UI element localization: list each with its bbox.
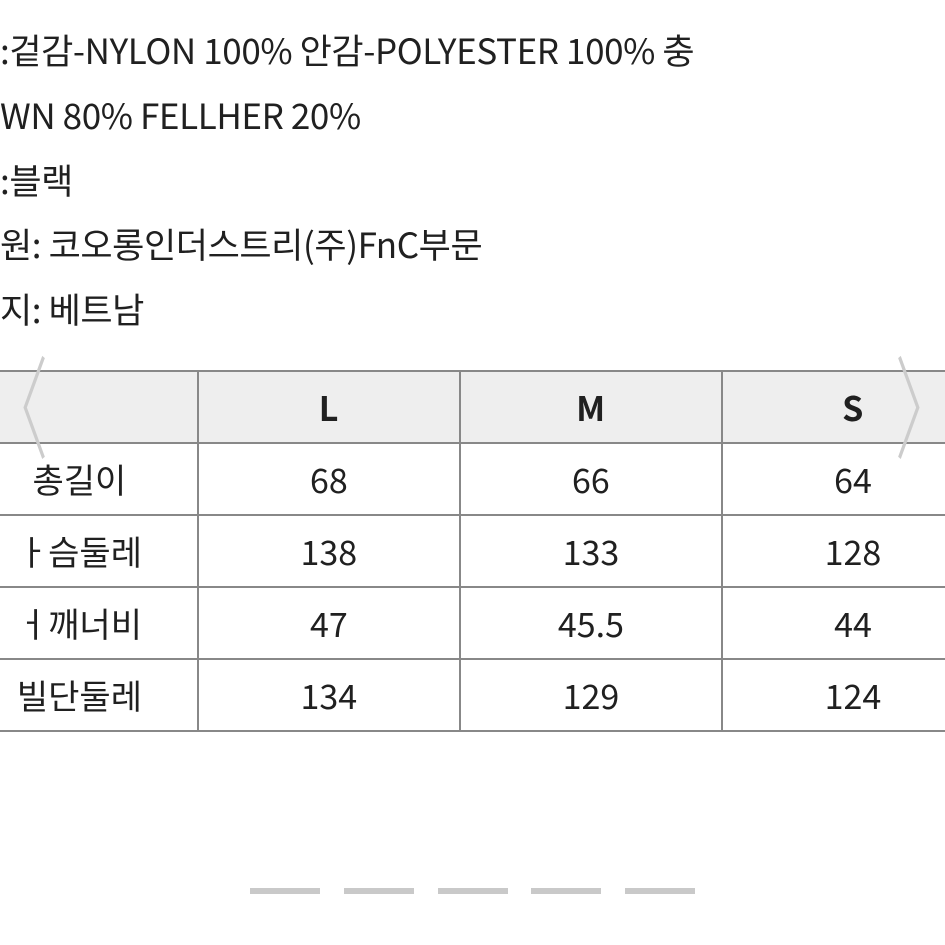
cell-m: 66	[460, 443, 722, 515]
row-label-hem: 빌단둘레	[0, 659, 198, 731]
carousel-dot[interactable]	[344, 888, 414, 894]
cell-l: 68	[198, 443, 460, 515]
maker-line: 원: 코오롱인더스트리(주)FnC부문	[0, 212, 945, 277]
row-label-chest: ㅏ슴둘레	[0, 515, 198, 587]
table-row: 총길이 68 66 64	[0, 443, 945, 515]
carousel-dot[interactable]	[250, 888, 320, 894]
size-table-header-L: L	[198, 371, 460, 443]
material-line-2: WN 80% FELLHER 20%	[0, 83, 945, 148]
cell-m: 129	[460, 659, 722, 731]
size-table-header-M: M	[460, 371, 722, 443]
carousel-indicator	[0, 875, 945, 899]
cell-l: 134	[198, 659, 460, 731]
description-block: :겉감-NYLON 100% 안감-POLYESTER 100% 충 WN 80…	[0, 0, 945, 370]
carousel-prev-arrow[interactable]: 〈	[0, 345, 48, 457]
table-row: 빌단둘레 134 129 124	[0, 659, 945, 731]
table-row: ㅓ깨너비 47 45.5 44	[0, 587, 945, 659]
carousel-next-arrow[interactable]: 〉	[895, 345, 945, 457]
cell-s: 44	[722, 587, 945, 659]
size-table-header-row: L M S	[0, 371, 945, 443]
size-table: L M S 총길이 68 66 64 ㅏ슴둘레 138 133 128 ㅓ깨너비…	[0, 370, 945, 732]
carousel-dot[interactable]	[625, 888, 695, 894]
row-label-shoulder: ㅓ깨너비	[0, 587, 198, 659]
product-info-panel: :겉감-NYLON 100% 안감-POLYESTER 100% 충 WN 80…	[0, 0, 945, 732]
carousel-dot[interactable]	[438, 888, 508, 894]
cell-m: 45.5	[460, 587, 722, 659]
cell-l: 47	[198, 587, 460, 659]
cell-l: 138	[198, 515, 460, 587]
carousel-dot[interactable]	[531, 888, 601, 894]
cell-s: 124	[722, 659, 945, 731]
cell-m: 133	[460, 515, 722, 587]
color-line: :블랙	[0, 148, 945, 213]
table-row: ㅏ슴둘레 138 133 128	[0, 515, 945, 587]
cell-s: 128	[722, 515, 945, 587]
material-line-1: :겉감-NYLON 100% 안감-POLYESTER 100% 충	[0, 18, 945, 83]
origin-line: 지: 베트남	[0, 277, 945, 342]
